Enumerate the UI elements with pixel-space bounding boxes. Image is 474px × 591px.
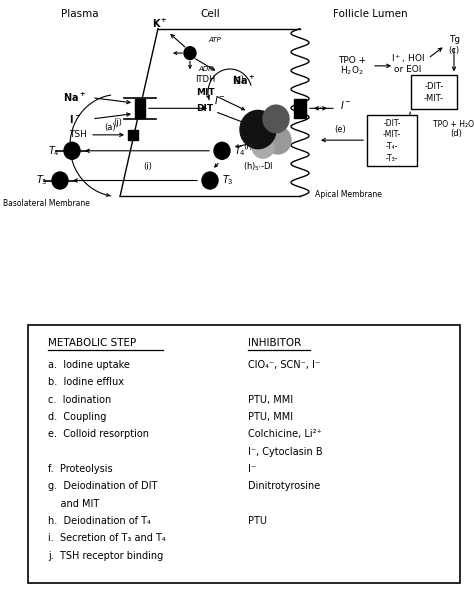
Text: -MIT-: -MIT- — [383, 131, 401, 139]
Text: (a): (a) — [104, 123, 116, 132]
Text: Tg: Tg — [449, 35, 461, 44]
Text: I$^+$, HOI: I$^+$, HOI — [391, 52, 425, 65]
Text: (j): (j) — [114, 118, 122, 126]
Text: -MIT-: -MIT- — [424, 94, 444, 103]
Text: g.  Deiodination of DIT: g. Deiodination of DIT — [48, 481, 157, 491]
Text: b.  Iodine efflux: b. Iodine efflux — [48, 377, 124, 387]
Text: Colchicine, Li²⁺: Colchicine, Li²⁺ — [248, 429, 322, 439]
Circle shape — [184, 47, 196, 60]
Text: (c): (c) — [448, 47, 459, 56]
Text: and MIT: and MIT — [48, 499, 99, 509]
Text: $\mathbf{K^+}$: $\mathbf{K^+}$ — [152, 17, 168, 30]
Text: TPO +: TPO + — [338, 56, 366, 65]
Text: $\mathbf{Na^+}$: $\mathbf{Na^+}$ — [64, 91, 87, 104]
Text: or EOI: or EOI — [394, 64, 422, 73]
Text: Apical Membrane: Apical Membrane — [315, 190, 382, 199]
Text: MIT: MIT — [196, 88, 214, 97]
Bar — [128, 129, 138, 140]
Text: e.  Colloid resorption: e. Colloid resorption — [48, 429, 149, 439]
Text: Follicle Lumen: Follicle Lumen — [333, 9, 407, 19]
Circle shape — [265, 126, 291, 154]
Circle shape — [64, 142, 80, 159]
Text: $T_3$: $T_3$ — [36, 174, 48, 187]
Text: I⁻, Cytoclasin B: I⁻, Cytoclasin B — [248, 447, 323, 457]
Text: TSH: TSH — [69, 131, 87, 139]
Text: ADP: ADP — [198, 66, 212, 72]
Text: -T₃-: -T₃- — [386, 154, 398, 163]
Text: Cell: Cell — [200, 9, 220, 19]
Text: ITDH: ITDH — [195, 75, 215, 84]
Text: (f): (f) — [243, 142, 253, 151]
Circle shape — [52, 172, 68, 189]
Text: H$_2$O$_2$: H$_2$O$_2$ — [340, 65, 364, 77]
Bar — [135, 99, 145, 118]
Text: -DIT-: -DIT- — [383, 119, 401, 128]
Bar — [294, 99, 306, 118]
Text: ATP: ATP — [208, 37, 221, 43]
Text: $I^-$: $I^-$ — [340, 99, 352, 111]
Text: $\mathbf{I^-}$: $\mathbf{I^-}$ — [69, 113, 81, 125]
Text: j.  TSH receptor binding: j. TSH receptor binding — [48, 551, 163, 561]
Text: I⁻: I⁻ — [248, 464, 256, 474]
Bar — [367, 115, 417, 165]
Text: METABOLIC STEP: METABOLIC STEP — [48, 338, 136, 348]
Text: INHIBITOR: INHIBITOR — [248, 338, 301, 348]
Text: i.  Secretion of T₃ and T₄: i. Secretion of T₃ and T₄ — [48, 534, 166, 543]
Text: PTU, MMI: PTU, MMI — [248, 395, 293, 404]
Text: a.  Iodine uptake: a. Iodine uptake — [48, 360, 130, 370]
Text: -DIT-: -DIT- — [424, 82, 444, 90]
Circle shape — [240, 111, 276, 149]
Text: $\mathbf{Na^+}$: $\mathbf{Na^+}$ — [232, 74, 255, 87]
Text: (d): (d) — [450, 129, 462, 138]
Circle shape — [252, 135, 274, 158]
Text: d.  Coupling: d. Coupling — [48, 412, 106, 422]
Text: $I^-$: $I^-$ — [214, 94, 226, 106]
Text: $T_3$: $T_3$ — [222, 174, 234, 187]
Text: $T_4$: $T_4$ — [48, 144, 60, 158]
Text: PTU: PTU — [248, 516, 267, 526]
Circle shape — [263, 105, 289, 133]
Text: h.  Deiodination of T₄: h. Deiodination of T₄ — [48, 516, 151, 526]
Text: (g): (g) — [232, 75, 244, 84]
Text: (e): (e) — [334, 125, 346, 134]
Text: $T_4$: $T_4$ — [234, 144, 246, 158]
Text: TPO + H₂O₂: TPO + H₂O₂ — [433, 120, 474, 129]
Text: c.  Iodination: c. Iodination — [48, 395, 111, 404]
Text: Plasma: Plasma — [61, 9, 99, 19]
Text: ClO₄⁻, SCN⁻, I⁻: ClO₄⁻, SCN⁻, I⁻ — [248, 360, 320, 370]
Text: PTU, MMI: PTU, MMI — [248, 412, 293, 422]
Text: Basolateral Membrane: Basolateral Membrane — [3, 199, 90, 209]
Text: (i): (i) — [144, 162, 153, 171]
Text: Dinitrotyrosine: Dinitrotyrosine — [248, 481, 320, 491]
Text: -T₄-: -T₄- — [386, 142, 398, 151]
Text: DIT: DIT — [196, 104, 214, 113]
Text: (h)$_{5'}$-DI: (h)$_{5'}$-DI — [243, 160, 273, 173]
Bar — [411, 76, 457, 109]
Circle shape — [202, 172, 218, 189]
Circle shape — [214, 142, 230, 159]
Text: f.  Proteolysis: f. Proteolysis — [48, 464, 113, 474]
